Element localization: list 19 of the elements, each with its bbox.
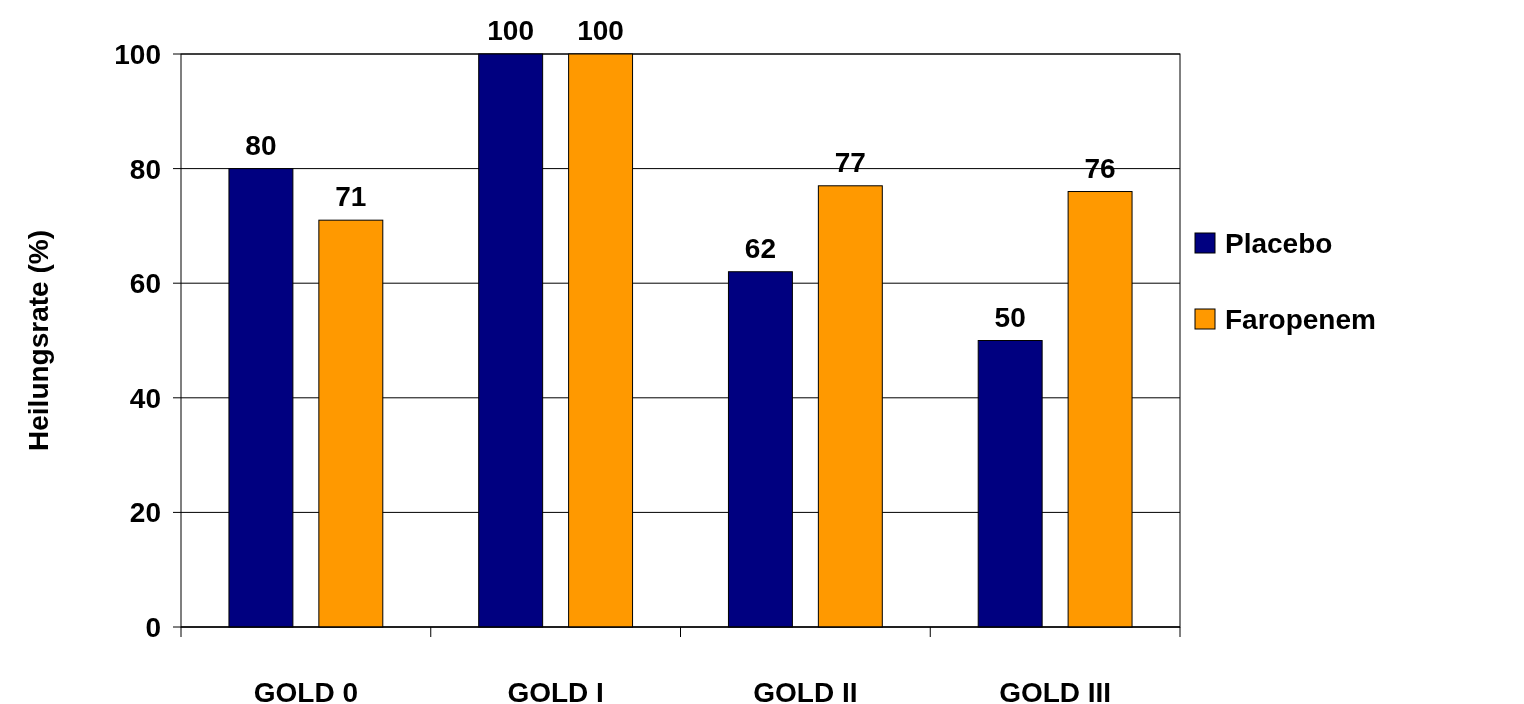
- y-tick-label: 100: [114, 39, 161, 70]
- x-tick-label: GOLD 0: [253, 677, 358, 704]
- legend-label: Placebo: [1225, 228, 1333, 259]
- y-tick-label: 80: [129, 153, 161, 185]
- y-tick-label: 40: [129, 382, 161, 414]
- data-label: 50: [994, 301, 1026, 333]
- data-label: 100: [487, 15, 535, 46]
- x-tick-label: GOLD III: [999, 677, 1112, 704]
- y-tick-label: 20: [129, 497, 161, 529]
- data-label: 80: [245, 129, 277, 161]
- y-tick-label: 60: [129, 268, 161, 300]
- y-axis-title: Heilungsrate (%): [23, 230, 54, 451]
- data-label: 62: [744, 232, 776, 264]
- legend-label: Faropenem: [1225, 304, 1376, 335]
- x-tick-label: GOLD I: [507, 677, 604, 704]
- data-label: 100: [577, 15, 624, 46]
- data-label: 71: [335, 181, 367, 213]
- x-tick-label: GOLD II: [753, 677, 858, 704]
- y-tick-label: 0: [145, 612, 161, 643]
